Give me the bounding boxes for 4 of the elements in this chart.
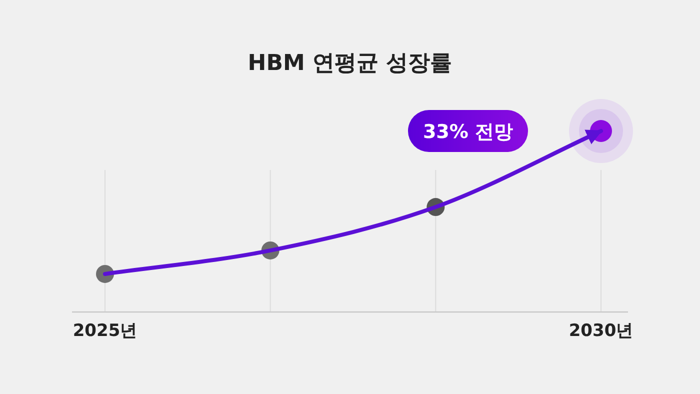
title: HBM 연평균 성장률 xyxy=(248,51,452,76)
x-tick-label: 2025년 xyxy=(72,321,138,341)
annotation: 33% 전망 xyxy=(422,121,514,143)
x-tick-label: 2030년 xyxy=(568,321,634,341)
